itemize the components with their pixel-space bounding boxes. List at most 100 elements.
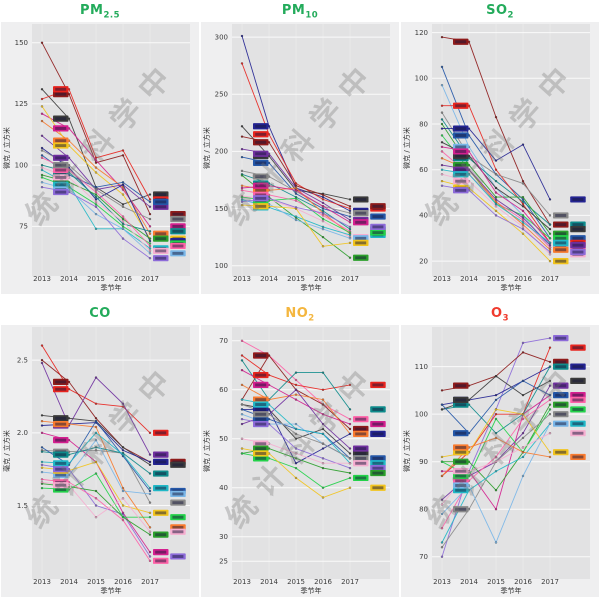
y-tick-label: 80: [419, 120, 428, 128]
plot-so2: 2013 2014 2015 2016 2017 20 40 60 80 100 120 微克 / 立…: [401, 22, 599, 294]
data-point: [321, 214, 325, 217]
data-point: [440, 145, 444, 149]
chip-text-smudge: [555, 365, 567, 369]
data-point: [348, 383, 352, 387]
data-point: [548, 214, 552, 217]
data-point: [40, 446, 44, 449]
data-point: [321, 225, 325, 229]
y-tick-label: 1.5: [17, 502, 28, 510]
data-point: [521, 202, 525, 206]
data-point: [94, 438, 98, 442]
chip-text-smudge: [55, 87, 67, 91]
data-point: [94, 161, 98, 164]
data-point: [348, 241, 352, 245]
data-point: [148, 249, 152, 253]
data-point: [94, 200, 98, 204]
data-point: [121, 205, 125, 208]
data-point: [321, 442, 325, 445]
data-point: [148, 463, 152, 466]
x-tick-label: 2013: [33, 275, 51, 283]
chip-text-smudge: [572, 365, 584, 369]
data-point: [348, 221, 352, 224]
chip-text-smudge: [55, 467, 67, 471]
data-point: [521, 143, 525, 146]
data-point: [548, 360, 552, 364]
data-point: [521, 200, 525, 203]
y-tick-label: 150: [215, 205, 228, 213]
title-subscript: 2: [507, 10, 514, 21]
chip-text-smudge: [255, 175, 267, 179]
chip-text-smudge: [155, 472, 167, 476]
data-point: [548, 451, 552, 454]
data-point: [321, 398, 325, 401]
data-point: [240, 447, 244, 450]
data-point: [294, 189, 298, 192]
data-point: [294, 398, 298, 401]
chip-text-smudge: [455, 484, 467, 487]
data-point: [40, 424, 44, 427]
data-point: [148, 501, 152, 504]
chip-text-smudge: [572, 422, 584, 426]
chip-text-smudge: [255, 383, 267, 387]
data-point: [240, 189, 244, 192]
data-point: [494, 460, 498, 463]
data-point: [321, 198, 325, 201]
data-point: [521, 394, 525, 397]
data-point: [121, 217, 125, 221]
data-point: [148, 492, 152, 496]
data-point: [121, 227, 125, 230]
chip-text-smudge: [455, 104, 467, 108]
data-point: [40, 450, 44, 453]
data-point: [321, 193, 325, 197]
data-point: [148, 555, 152, 558]
chip-text-smudge: [255, 152, 267, 156]
data-point: [494, 115, 498, 119]
data-point: [148, 516, 152, 519]
chip-text-smudge: [555, 393, 567, 397]
data-point: [40, 470, 44, 474]
data-point: [240, 354, 244, 357]
data-point: [440, 104, 444, 107]
data-point: [294, 388, 298, 391]
data-point: [548, 379, 552, 383]
x-tick-label: 2014: [260, 578, 278, 586]
chip-text-smudge: [372, 456, 384, 460]
data-point: [348, 237, 352, 240]
y-axis-title: 毫克 / 立方米: [2, 430, 11, 472]
data-point: [121, 149, 125, 152]
chip-text-smudge: [355, 461, 367, 465]
data-point: [348, 231, 352, 234]
data-point: [40, 481, 44, 484]
data-point: [121, 154, 125, 157]
y-tick-label: 110: [415, 363, 428, 371]
chip-text-smudge: [172, 515, 184, 519]
data-point: [94, 497, 98, 500]
chip-text-smudge: [155, 237, 167, 241]
chip-text-smudge: [55, 144, 67, 148]
y-tick-label: 90: [419, 458, 428, 466]
data-point: [348, 427, 352, 431]
data-point: [94, 402, 98, 405]
chip-text-smudge: [455, 446, 467, 449]
y-tick-label: 70: [219, 337, 228, 345]
data-point: [240, 359, 244, 362]
data-point: [294, 218, 298, 222]
chip-text-smudge: [355, 211, 367, 215]
chip-text-smudge: [255, 412, 267, 416]
chip-text-smudge: [172, 530, 184, 534]
data-point: [548, 259, 552, 263]
x-tick-label: 2017: [141, 578, 159, 586]
data-point: [348, 457, 352, 460]
x-tick-label: 2017: [141, 275, 159, 283]
data-point: [521, 417, 525, 421]
chip-text-smudge: [455, 188, 467, 192]
data-point: [148, 460, 152, 464]
data-point: [40, 88, 44, 91]
data-point: [240, 155, 244, 159]
chip-text-smudge: [55, 92, 67, 96]
data-point: [494, 209, 498, 213]
data-point: [94, 198, 98, 201]
data-point: [294, 378, 298, 382]
data-point: [348, 198, 352, 201]
